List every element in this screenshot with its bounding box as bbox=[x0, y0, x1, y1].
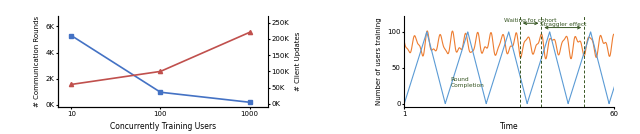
Communication Rounds bbox=[157, 91, 164, 93]
Synchronous FL bbox=[573, 74, 581, 76]
X-axis label: Time: Time bbox=[500, 122, 518, 131]
Text: Straggler effect: Straggler effect bbox=[540, 22, 586, 27]
Synchronous FL bbox=[557, 76, 565, 77]
Text: Round
Completion: Round Completion bbox=[451, 77, 484, 88]
Asynchronous FL bbox=[481, 46, 488, 48]
Asynchronous FL bbox=[557, 45, 565, 46]
Client Updates bbox=[246, 31, 253, 33]
Communication Rounds bbox=[68, 35, 76, 36]
Asynchronous FL bbox=[401, 41, 408, 42]
Communication Rounds bbox=[246, 101, 253, 103]
Synchronous FL bbox=[438, 92, 446, 94]
Line: Asynchronous FL: Asynchronous FL bbox=[404, 31, 614, 59]
Y-axis label: # Client Updates: # Client Updates bbox=[295, 32, 301, 91]
Asynchronous FL bbox=[537, 34, 545, 35]
Synchronous FL bbox=[527, 93, 534, 94]
Synchronous FL bbox=[611, 86, 618, 87]
Line: Communication Rounds: Communication Rounds bbox=[69, 34, 252, 104]
Asynchronous FL bbox=[438, 42, 446, 43]
Asynchronous FL bbox=[423, 30, 431, 32]
Asynchronous FL bbox=[527, 42, 534, 44]
X-axis label: Concurrently Training Users: Concurrently Training Users bbox=[109, 122, 216, 131]
Synchronous FL bbox=[546, 31, 554, 33]
Synchronous FL bbox=[537, 59, 545, 61]
Asynchronous FL bbox=[542, 58, 550, 60]
Client Updates bbox=[68, 84, 76, 85]
Synchronous FL bbox=[401, 103, 408, 104]
Text: Waiting for cohort: Waiting for cohort bbox=[504, 18, 557, 23]
Client Updates bbox=[157, 71, 164, 72]
Line: Synchronous FL: Synchronous FL bbox=[404, 32, 614, 104]
Line: Client Updates: Client Updates bbox=[69, 30, 252, 87]
Y-axis label: # Communication Rounds: # Communication Rounds bbox=[33, 16, 40, 107]
Asynchronous FL bbox=[611, 34, 618, 35]
Y-axis label: Number of users training: Number of users training bbox=[376, 18, 381, 105]
Asynchronous FL bbox=[573, 40, 581, 41]
Synchronous FL bbox=[481, 96, 488, 98]
